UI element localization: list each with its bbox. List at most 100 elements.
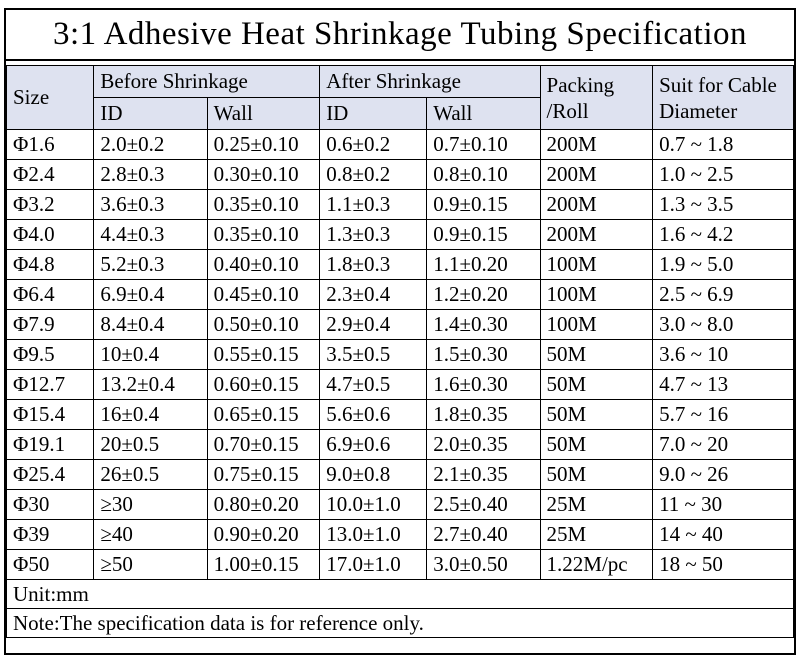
value-cell: 2.3±0.4 [319, 279, 428, 310]
value-cell: 0.80±0.20 [206, 489, 321, 520]
value-cell: 2.9±0.4 [319, 309, 428, 340]
value-cell: 13.0±1.0 [319, 519, 428, 550]
value-cell: 6.9±0.6 [319, 429, 428, 460]
size-cell: Φ4.0 [5, 219, 95, 250]
value-cell: 2.5±0.40 [426, 489, 541, 520]
value-cell: 3.6 ~ 10 [652, 339, 794, 370]
unit-row: Unit:mm [6, 579, 794, 609]
header-row-2: ID Wall ID Wall [7, 97, 794, 130]
col-header-after-wall: Wall [426, 97, 541, 130]
table-row: Φ25.4 26±0.5 0.75±0.15 9.0±0.8 2.1±0.35 50M 9.… [5, 459, 794, 490]
size-cell: Φ9.5 [5, 339, 95, 370]
value-cell: 1.4±0.30 [426, 309, 541, 340]
value-cell: 25M [539, 519, 654, 550]
value-cell: 50M [539, 339, 654, 370]
table-row: Φ9.5 10±0.4 0.55±0.15 3.5±0.5 1.5±0.30 50M 3.6… [5, 339, 794, 370]
value-cell: 100M [539, 279, 654, 310]
value-cell: 17.0±1.0 [319, 549, 428, 580]
spec-table-body: Φ1.6 2.0±0.2 0.25±0.10 0.6±0.2 0.7±0.10 200M 0… [5, 129, 794, 580]
value-cell: 0.25±0.10 [206, 129, 321, 160]
value-cell: 0.6±0.2 [319, 129, 428, 160]
value-cell: 2.5 ~ 6.9 [652, 279, 794, 310]
table-row: Φ50 ≥50 1.00±0.15 17.0±1.0 3.0±0.50 1.22M/pc 1… [5, 549, 794, 580]
value-cell: 11 ~ 30 [652, 489, 794, 520]
table-header: Size Before Shrinkage After Shrinkage Pa… [5, 65, 794, 130]
value-cell: 25M [539, 489, 654, 520]
note-row: Note:The specification data is for refer… [6, 608, 794, 638]
value-cell: 0.40±0.10 [206, 249, 321, 280]
spec-sheet: 3:1 Adhesive Heat Shrinkage Tubing Speci… [4, 8, 796, 655]
spec-table: Size Before Shrinkage After Shrinkage Pa… [5, 65, 794, 638]
table-row: Φ1.6 2.0±0.2 0.25±0.10 0.6±0.2 0.7±0.10 200M 0… [5, 129, 794, 160]
col-header-packing-roll: Packing /Roll [539, 65, 654, 130]
value-cell: 0.7±0.10 [426, 129, 541, 160]
value-cell: 0.8±0.10 [426, 159, 541, 190]
value-cell: 200M [539, 159, 654, 190]
value-cell: 7.0 ~ 20 [652, 429, 794, 460]
size-cell: Φ19.1 [5, 429, 95, 460]
value-cell: 0.65±0.15 [206, 399, 321, 430]
value-cell: 0.50±0.10 [206, 309, 321, 340]
value-cell: 10±0.4 [93, 339, 208, 370]
value-cell: 1.6±0.30 [426, 369, 541, 400]
value-cell: 50M [539, 399, 654, 430]
value-cell: 1.5±0.30 [426, 339, 541, 370]
table-row: Φ6.4 6.9±0.4 0.45±0.10 2.3±0.4 1.2±0.20 100M 2… [5, 279, 794, 310]
suit-label-line2: Diameter [659, 98, 738, 123]
value-cell: 1.0 ~ 2.5 [652, 159, 794, 190]
table-footer: Unit:mm Note:The specification data is f… [6, 579, 794, 638]
value-cell: 4.7 ~ 13 [652, 369, 794, 400]
value-cell: 5.6±0.6 [319, 399, 428, 430]
size-cell: Φ2.4 [5, 159, 95, 190]
value-cell: 1.8±0.3 [319, 249, 428, 280]
value-cell: 1.3±0.3 [319, 219, 428, 250]
value-cell: 1.22M/pc [539, 549, 654, 580]
size-cell: Φ39 [5, 519, 95, 550]
value-cell: 2.0±0.2 [93, 129, 208, 160]
value-cell: 5.2±0.3 [93, 249, 208, 280]
size-cell: Φ30 [5, 489, 95, 520]
value-cell: 200M [539, 129, 654, 160]
table-row: Φ4.8 5.2±0.3 0.40±0.10 1.8±0.3 1.1±0.20 100M 1… [5, 249, 794, 280]
value-cell: 3.0 ~ 8.0 [652, 309, 794, 340]
col-header-before-shrinkage: Before Shrinkage [93, 65, 321, 98]
value-cell: ≥50 [93, 549, 208, 580]
table-row: Φ3.2 3.6±0.3 0.35±0.10 1.1±0.3 0.9±0.15 200M 1… [5, 189, 794, 220]
value-cell: 1.6 ~ 4.2 [652, 219, 794, 250]
value-cell: 2.8±0.3 [93, 159, 208, 190]
table-row: Φ7.9 8.4±0.4 0.50±0.10 2.9±0.4 1.4±0.30 100M 3… [5, 309, 794, 340]
value-cell: 1.9 ~ 5.0 [652, 249, 794, 280]
value-cell: 1.00±0.15 [206, 549, 321, 580]
size-cell: Φ6.4 [5, 279, 95, 310]
packing-label-line1: Packing [546, 72, 615, 97]
value-cell: 3.6±0.3 [93, 189, 208, 220]
value-cell: 18 ~ 50 [652, 549, 794, 580]
unit-note: Unit:mm [6, 579, 794, 609]
value-cell: ≥40 [93, 519, 208, 550]
value-cell: 0.8±0.2 [319, 159, 428, 190]
value-cell: 0.35±0.10 [206, 219, 321, 250]
table-row: Φ39 ≥40 0.90±0.20 13.0±1.0 2.7±0.40 25M 14 ~ 4… [5, 519, 794, 550]
table-row: Φ12.7 13.2±0.4 0.60±0.15 4.7±0.5 1.6±0.30 50M… [5, 369, 794, 400]
value-cell: 200M [539, 219, 654, 250]
value-cell: 1.2±0.20 [426, 279, 541, 310]
value-cell: 14 ~ 40 [652, 519, 794, 550]
value-cell: 50M [539, 459, 654, 490]
size-cell: Φ1.6 [5, 129, 95, 160]
value-cell: 5.7 ~ 16 [652, 399, 794, 430]
value-cell: 0.70±0.15 [206, 429, 321, 460]
value-cell: 0.60±0.15 [206, 369, 321, 400]
size-cell: Φ4.8 [5, 249, 95, 280]
col-header-before-wall: Wall [206, 97, 321, 130]
value-cell: 0.35±0.10 [206, 189, 321, 220]
header-row-1: Size Before Shrinkage After Shrinkage Pa… [5, 65, 794, 130]
table-row: Φ4.0 4.4±0.3 0.35±0.10 1.3±0.3 0.9±0.15 200M 1… [5, 219, 794, 250]
value-cell: 0.90±0.20 [206, 519, 321, 550]
value-cell: 50M [539, 369, 654, 400]
value-cell: 100M [539, 249, 654, 280]
size-cell: Φ50 [5, 549, 95, 580]
value-cell: 13.2±0.4 [93, 369, 208, 400]
table-row: Φ15.4 16±0.4 0.65±0.15 5.6±0.6 1.8±0.35 50M 5.… [5, 399, 794, 430]
page-title: 3:1 Adhesive Heat Shrinkage Tubing Speci… [6, 10, 794, 61]
